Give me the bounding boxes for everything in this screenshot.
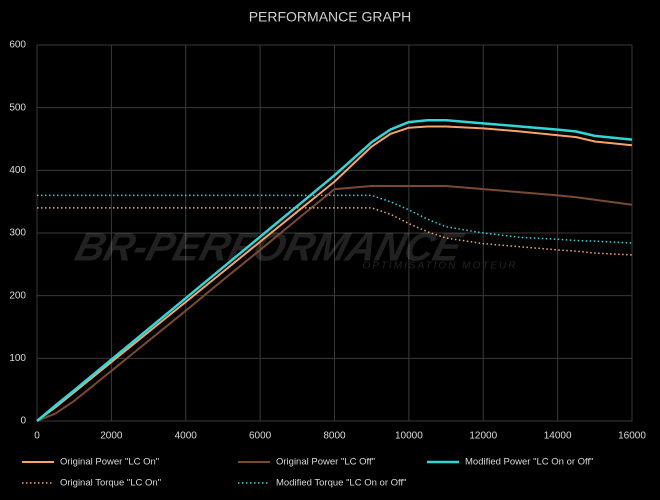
y-tick-label: 0 <box>20 416 26 427</box>
x-tick-label: 6000 <box>249 431 272 442</box>
series-line <box>36 185 633 422</box>
x-tick-label: 10000 <box>395 431 423 442</box>
watermark-subtitle: OPTIMISATION MOTEUR <box>362 261 517 272</box>
series-line <box>36 118 633 422</box>
x-tick-label: 4000 <box>175 431 198 442</box>
y-tick-label: 200 <box>9 290 26 301</box>
x-tick-label: 16000 <box>618 431 646 442</box>
y-tick-label: 500 <box>9 102 26 113</box>
x-tick-label: 14000 <box>544 431 572 442</box>
y-tick-label: 400 <box>9 165 26 176</box>
legend-label: Modified Torque "LC On or Off" <box>276 478 407 489</box>
legend-label: Original Power "LC Off" <box>276 457 375 468</box>
legend-label: Original Torque "LC On" <box>60 478 161 489</box>
y-tick-label: 600 <box>9 40 26 51</box>
x-tick-label: 8000 <box>323 431 346 442</box>
x-tick-label: 2000 <box>100 431 123 442</box>
legend-label: Original Power "LC On" <box>60 457 159 468</box>
chart-title: PERFORMANCE GRAPH <box>249 9 412 25</box>
legend-label: Modified Power "LC On or Off" <box>465 457 594 468</box>
y-tick-label: 300 <box>9 228 26 239</box>
y-tick-label: 100 <box>9 353 26 364</box>
watermark: BR-PERFORMANCE <box>71 224 469 269</box>
x-tick-label: 0 <box>34 431 40 442</box>
series-line <box>36 125 633 422</box>
x-tick-label: 12000 <box>469 431 497 442</box>
